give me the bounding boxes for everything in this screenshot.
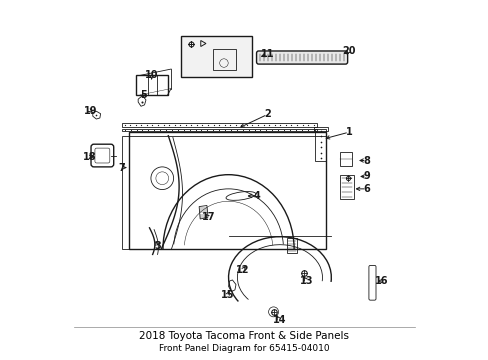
- Text: 11: 11: [260, 49, 274, 59]
- Text: 1: 1: [345, 127, 352, 137]
- FancyBboxPatch shape: [256, 51, 347, 64]
- Text: 3: 3: [154, 240, 161, 251]
- Bar: [122, 136, 128, 249]
- Text: 13: 13: [299, 276, 313, 286]
- Text: 6: 6: [363, 184, 369, 194]
- Bar: [122, 123, 317, 127]
- Bar: [181, 36, 251, 77]
- Text: 2018 Toyota Tacoma Front & Side Panels: 2018 Toyota Tacoma Front & Side Panels: [139, 331, 349, 341]
- Text: 17: 17: [201, 212, 215, 222]
- Text: 10: 10: [144, 71, 158, 80]
- Text: 5: 5: [140, 90, 146, 100]
- Text: 12: 12: [236, 265, 249, 275]
- Text: 16: 16: [374, 276, 388, 286]
- Bar: [340, 152, 351, 166]
- Text: 2: 2: [264, 109, 270, 120]
- Bar: [315, 129, 325, 161]
- Text: 18: 18: [82, 152, 96, 162]
- Bar: [313, 127, 327, 131]
- Bar: [212, 49, 235, 70]
- Text: 15: 15: [220, 290, 234, 300]
- Text: 4: 4: [253, 191, 260, 201]
- Text: 8: 8: [363, 156, 369, 166]
- Bar: [340, 175, 353, 199]
- Text: 19: 19: [83, 106, 97, 116]
- Text: 20: 20: [342, 46, 355, 56]
- Text: 7: 7: [119, 163, 125, 172]
- Text: Front Panel Diagram for 65415-04010: Front Panel Diagram for 65415-04010: [159, 344, 329, 353]
- Bar: [136, 76, 167, 95]
- Bar: [122, 129, 317, 131]
- Bar: [286, 238, 296, 253]
- Text: 14: 14: [272, 315, 285, 325]
- Text: 9: 9: [363, 171, 369, 181]
